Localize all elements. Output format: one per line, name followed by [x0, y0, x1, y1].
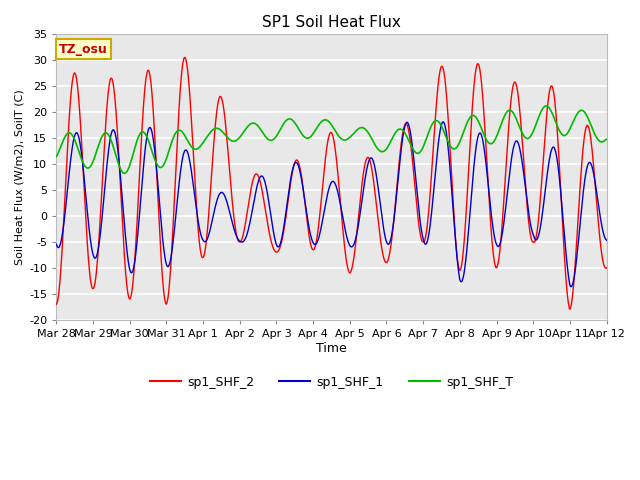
Title: SP1 Soil Heat Flux: SP1 Soil Heat Flux	[262, 15, 401, 30]
Y-axis label: Soil Heat Flux (W/m2), SoilT (C): Soil Heat Flux (W/m2), SoilT (C)	[15, 89, 25, 265]
X-axis label: Time: Time	[316, 342, 347, 355]
Text: TZ_osu: TZ_osu	[59, 43, 108, 56]
Legend: sp1_SHF_2, sp1_SHF_1, sp1_SHF_T: sp1_SHF_2, sp1_SHF_1, sp1_SHF_T	[145, 371, 518, 394]
